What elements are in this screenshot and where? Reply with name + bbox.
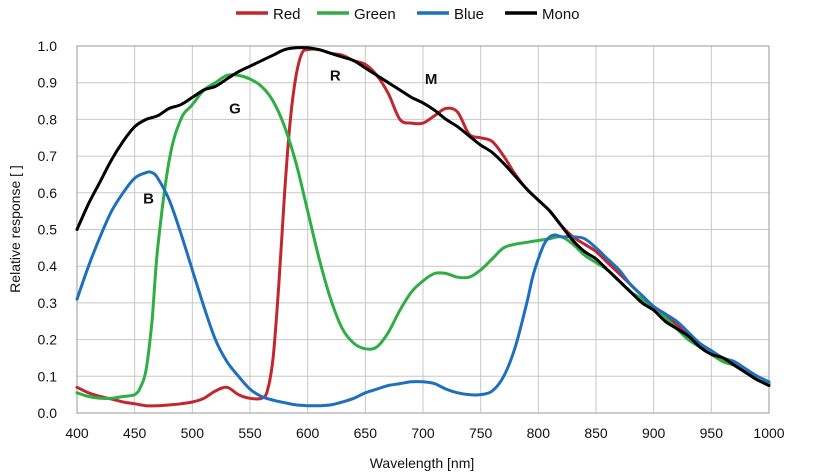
y-axis-ticks: 0.0 0.1 0.2 0.3 0.4 0.5 0.6 0.7 0.8 0.9 1.0 bbox=[38, 38, 58, 421]
y-tick-label: 1.0 bbox=[38, 38, 58, 54]
x-axis-ticks: 400 450 500 550 600 650 700 750 800 850 900 950 1000 bbox=[65, 425, 784, 441]
y-tick-label: 0.7 bbox=[38, 148, 58, 164]
x-tick-label: 500 bbox=[181, 425, 205, 441]
curve-label-m: M bbox=[425, 71, 438, 88]
x-tick-label: 450 bbox=[123, 425, 147, 441]
curve-label-g: G bbox=[229, 100, 241, 117]
x-tick-label: 750 bbox=[469, 425, 493, 441]
series-layer bbox=[75, 46, 771, 408]
annotations: B G R M bbox=[143, 67, 437, 207]
y-tick-label: 0.0 bbox=[38, 405, 58, 421]
y-tick-label: 0.9 bbox=[38, 75, 58, 91]
y-axis-label: Relative response [ ] bbox=[7, 165, 23, 293]
curve-label-r: R bbox=[330, 67, 341, 84]
x-tick-label: 700 bbox=[411, 425, 435, 441]
y-tick-label: 0.8 bbox=[38, 111, 58, 127]
x-tick-label: 950 bbox=[700, 425, 724, 441]
legend-label-red: Red bbox=[273, 6, 301, 23]
curve-label-b: B bbox=[143, 190, 154, 207]
x-tick-label: 600 bbox=[296, 425, 320, 441]
y-tick-label: 0.4 bbox=[38, 258, 58, 274]
x-tick-label: 650 bbox=[354, 425, 378, 441]
x-tick-label: 400 bbox=[65, 425, 89, 441]
legend: Red Green Blue Mono bbox=[236, 6, 580, 23]
legend-label-green: Green bbox=[354, 6, 396, 23]
series-line-mono bbox=[75, 46, 771, 387]
y-tick-label: 0.1 bbox=[38, 368, 58, 384]
x-tick-label: 850 bbox=[584, 425, 608, 441]
legend-label-blue: Blue bbox=[454, 6, 484, 23]
legend-label-mono: Mono bbox=[542, 6, 580, 23]
x-tick-label: 800 bbox=[527, 425, 551, 441]
y-tick-label: 0.2 bbox=[38, 332, 58, 348]
x-tick-label: 550 bbox=[238, 425, 262, 441]
y-tick-label: 0.3 bbox=[38, 295, 58, 311]
series-line-blue bbox=[75, 170, 771, 408]
x-tick-label: 900 bbox=[642, 425, 666, 441]
y-tick-label: 0.5 bbox=[38, 222, 58, 238]
x-tick-label: 1000 bbox=[753, 425, 784, 441]
x-axis-label: Wavelength [nm] bbox=[370, 455, 475, 471]
y-tick-label: 0.6 bbox=[38, 185, 58, 201]
